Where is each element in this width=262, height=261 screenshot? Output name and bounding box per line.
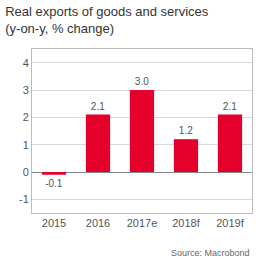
- svg-text:3: 3: [23, 84, 29, 96]
- svg-text:2.1: 2.1: [223, 101, 237, 112]
- svg-text:1: 1: [23, 139, 29, 151]
- svg-text:1.2: 1.2: [179, 125, 193, 136]
- svg-text:0: 0: [23, 166, 29, 178]
- svg-text:2018f: 2018f: [172, 217, 200, 229]
- svg-text:3.0: 3.0: [135, 76, 149, 87]
- svg-text:Real exports of goods and serv: Real exports of goods and services(y-on-…: [5, 4, 209, 36]
- svg-text:2.1: 2.1: [91, 101, 105, 112]
- svg-text:-0.1: -0.1: [45, 178, 63, 189]
- svg-text:-1: -1: [19, 193, 29, 205]
- svg-text:2: 2: [23, 111, 29, 123]
- svg-text:2017e: 2017e: [127, 217, 158, 229]
- svg-text:2019f: 2019f: [216, 217, 244, 229]
- svg-text:2015: 2015: [42, 217, 66, 229]
- svg-text:Source: Macrobond: Source: Macrobond: [171, 248, 250, 258]
- svg-text:4: 4: [23, 57, 29, 69]
- svg-text:2016: 2016: [86, 217, 110, 229]
